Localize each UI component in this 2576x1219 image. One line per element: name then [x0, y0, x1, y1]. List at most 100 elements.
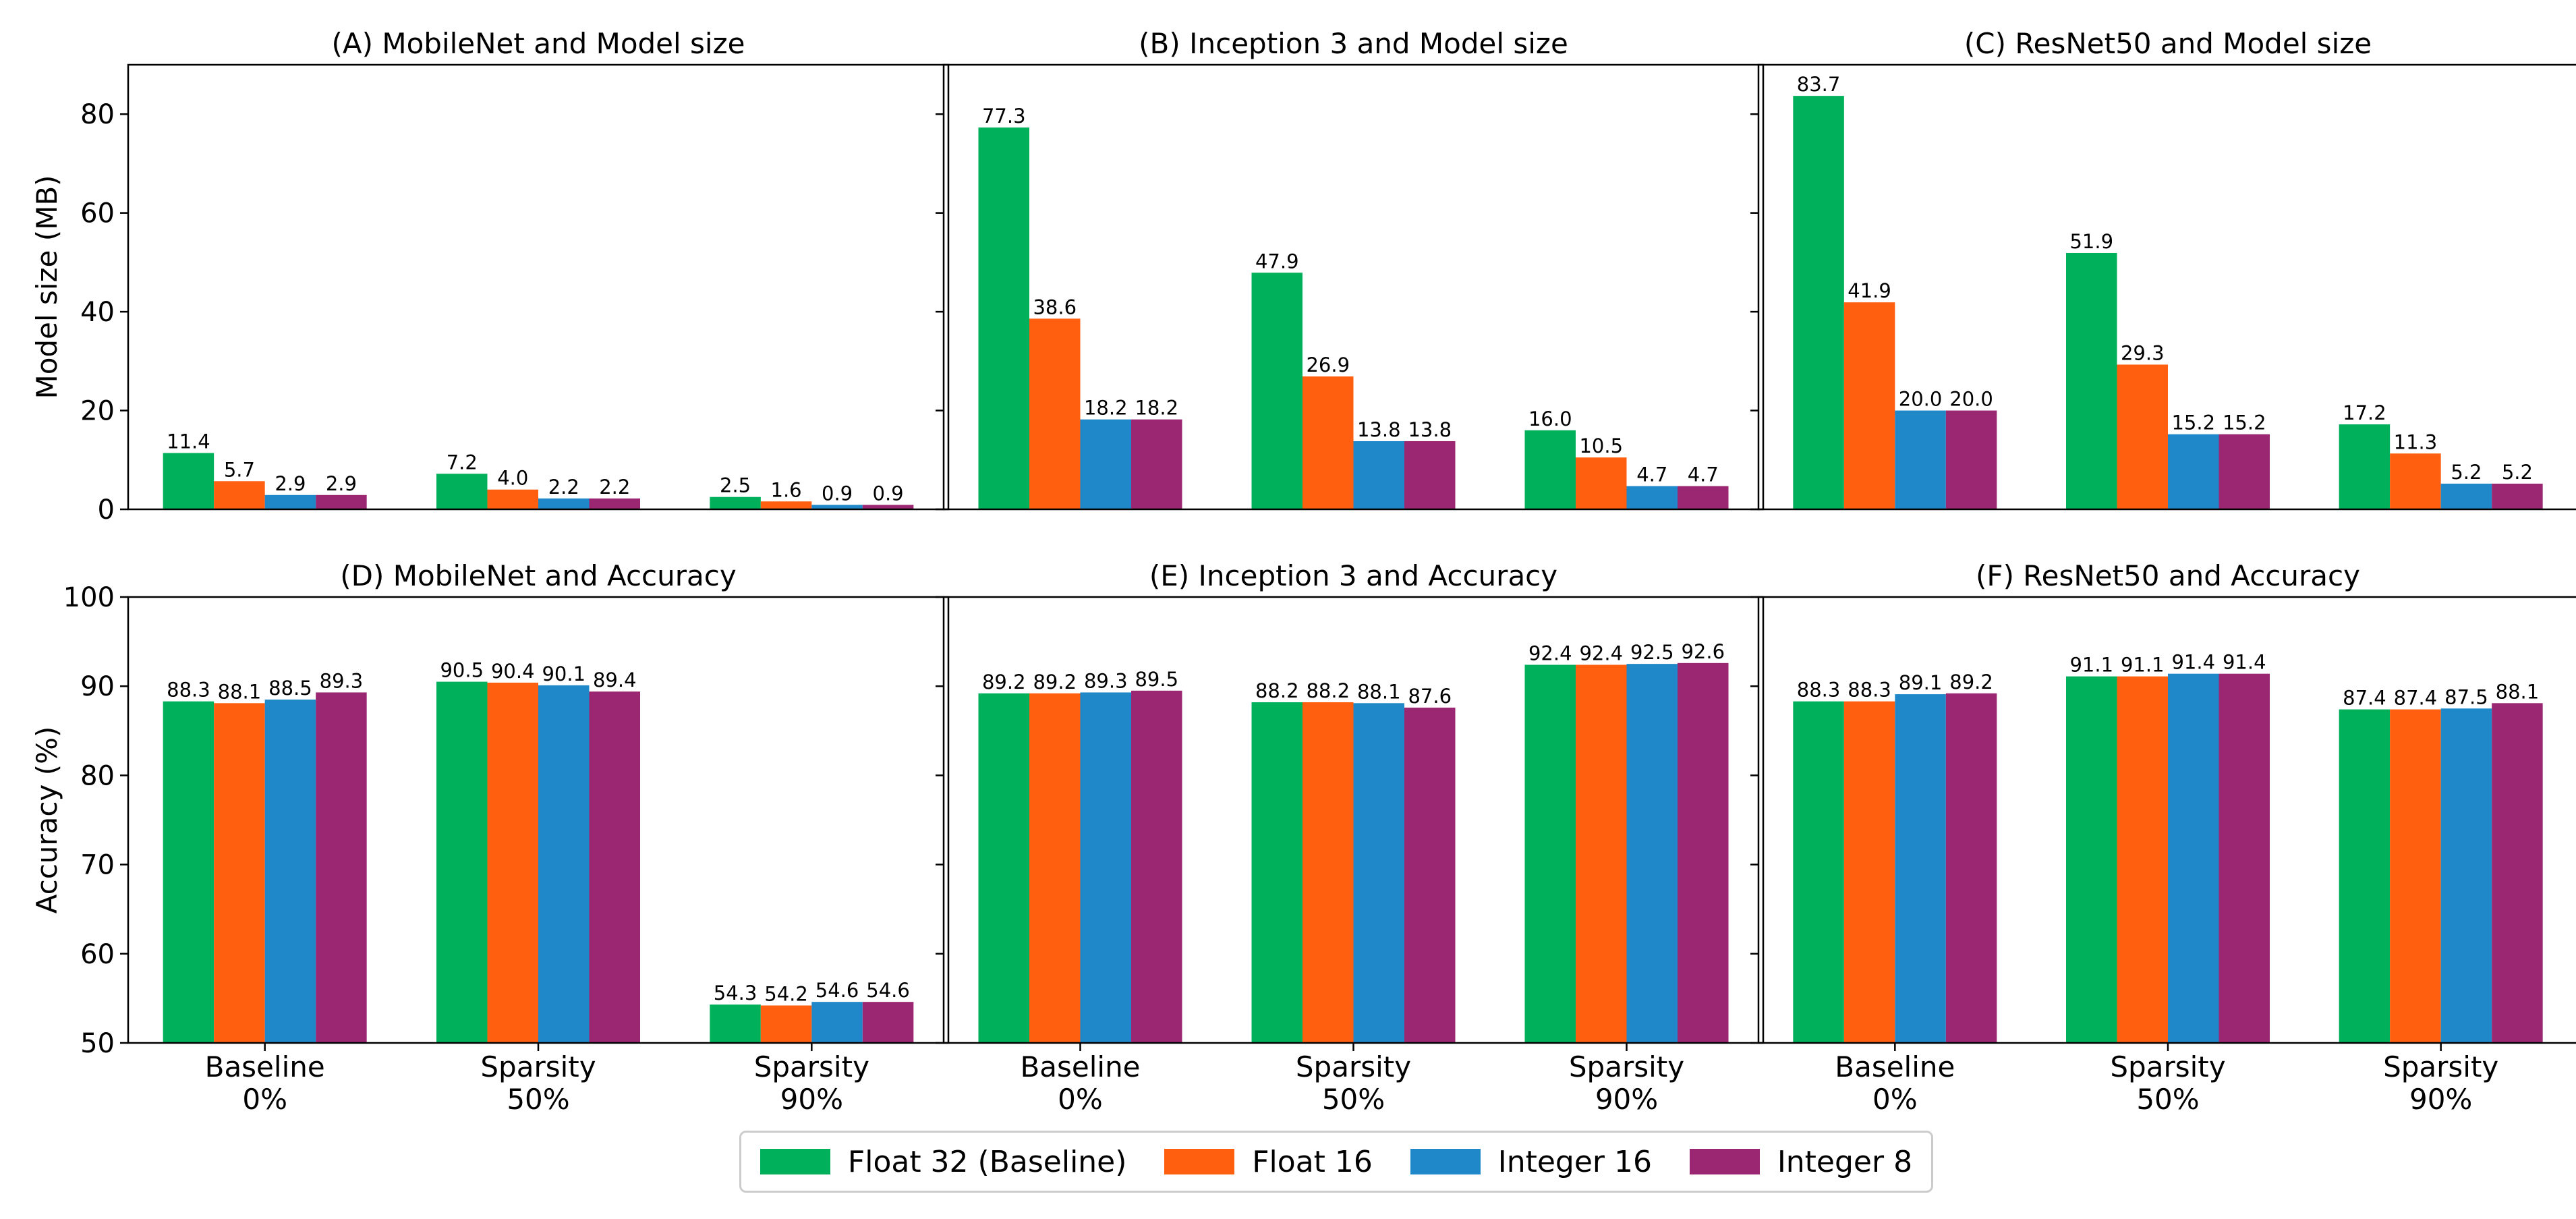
data-label-f-int16-0: 89.1 [1899, 671, 1943, 694]
data-label-d-float16-2: 54.2 [764, 982, 808, 1005]
bar-f-float32-2 [2339, 709, 2391, 1043]
y-axis-label-d: Accuracy (%) [30, 727, 63, 914]
x-tick-label-f-1: Sparsity 50% [2110, 1050, 2225, 1116]
plot-frame-c [1757, 63, 2576, 511]
bar-f-float16-1 [2117, 676, 2168, 1043]
x-tick-label-line: 50% [507, 1083, 569, 1116]
x-tick-label-line: 50% [1322, 1083, 1385, 1116]
bar-a-int8-1 [589, 498, 640, 509]
bar-e-float16-2 [1576, 664, 1627, 1043]
data-label-a-int16-0: 2.9 [275, 472, 306, 495]
bar-e-int8-0 [1131, 690, 1182, 1043]
x-tick-label-f-2: Sparsity 90% [2383, 1050, 2498, 1116]
bar-b-int16-0 [1080, 419, 1131, 509]
data-label-f-int8-0: 89.2 [1949, 671, 1993, 693]
data-label-e-int8-0: 89.5 [1135, 668, 1178, 691]
panel-title-b: (B) Inception 3 and Model size [1139, 27, 1568, 60]
data-label-e-float32-2: 92.4 [1528, 642, 1572, 664]
panel-a: 11.4 7.2 2.5 5.7 4.0 1.6 2.9 2.2 0.9 2.9 2.2 0.9 0 20… [30, 27, 950, 526]
x-tick-label-line: 90% [2409, 1083, 2472, 1116]
panel-title-d: (D) MobileNet and Accuracy [340, 559, 736, 592]
x-tick-label-line: Baseline [205, 1050, 325, 1083]
bar-d-float32-1 [436, 681, 488, 1043]
bar-d-int8-2 [862, 1002, 914, 1043]
data-label-e-int16-0: 89.3 [1084, 669, 1128, 692]
bar-c-float16-0 [1843, 302, 1895, 509]
data-label-c-float16-1: 29.3 [2121, 341, 2165, 364]
x-tick-label-line: 0% [1058, 1083, 1103, 1116]
panel-c: 83.7 51.9 17.2 41.9 29.3 11.3 20.0 15.2 5.2 20.0 1… [1750, 27, 2576, 511]
x-tick-label-e-0: Baseline 0% [1020, 1050, 1140, 1116]
plot-frame-a [127, 63, 950, 511]
bar-c-int8-1 [2219, 434, 2270, 509]
bar-b-int8-0 [1131, 419, 1182, 509]
panel-d: 88.3 90.5 54.3 88.1 90.4 54.2 88.5 90.1 54.6 89.3… [30, 559, 950, 1116]
bar-e-int8-1 [1404, 707, 1456, 1043]
legend-swatch-float16 [1164, 1149, 1235, 1174]
data-label-c-int16-1: 15.2 [2171, 412, 2215, 434]
data-label-c-int8-0: 20.0 [1949, 388, 1993, 411]
data-label-c-float32-1: 51.9 [2069, 230, 2113, 253]
bar-c-float16-1 [2117, 364, 2168, 509]
bar-e-float32-2 [1524, 664, 1576, 1043]
bar-e-int16-1 [1353, 703, 1404, 1043]
data-label-e-int8-1: 87.6 [1408, 685, 1452, 708]
bar-a-int16-2 [811, 505, 863, 509]
data-label-f-int8-1: 91.4 [2223, 651, 2266, 674]
y-tick-label-a: 60 [80, 198, 115, 229]
bar-f-int16-0 [1895, 694, 1946, 1043]
x-tick-label-e-1: Sparsity 50% [1296, 1050, 1411, 1116]
x-tick-label-line: Sparsity [2383, 1050, 2498, 1083]
legend: Float 32 (Baseline) Float 16 Integer 16 … [739, 1131, 1933, 1193]
data-label-a-int16-2: 0.9 [822, 482, 853, 505]
panel-title-c: (C) ResNet50 and Model size [1964, 27, 2372, 60]
y-tick-label-d: 90 [80, 671, 115, 702]
bar-f-float16-2 [2390, 709, 2441, 1043]
data-label-a-float16-0: 5.7 [224, 458, 255, 481]
data-label-c-float32-2: 17.2 [2343, 401, 2386, 424]
data-label-a-float32-2: 2.5 [720, 474, 751, 497]
x-tick-label-line: 90% [780, 1083, 843, 1116]
bar-a-float32-1 [436, 474, 488, 509]
bar-e-int16-0 [1080, 692, 1131, 1043]
bar-f-int8-1 [2219, 673, 2270, 1043]
bar-b-float16-2 [1576, 457, 1627, 509]
bar-c-float32-1 [2066, 252, 2117, 509]
panel-title-a: (A) MobileNet and Model size [332, 27, 745, 60]
bar-a-float16-1 [487, 489, 538, 509]
y-tick-label-d: 70 [80, 850, 115, 881]
y-tick-label-d: 100 [63, 582, 115, 613]
y-tick-label-a: 40 [80, 297, 115, 328]
data-label-f-float16-1: 91.1 [2121, 654, 2165, 677]
data-label-c-float16-2: 11.3 [2394, 430, 2438, 453]
x-tick-label-line: Baseline [1835, 1050, 1955, 1083]
x-tick-label-line: Sparsity [1296, 1050, 1411, 1083]
data-label-d-int8-1: 89.4 [593, 669, 637, 691]
bar-a-int8-2 [862, 505, 914, 509]
data-label-f-int16-1: 91.4 [2171, 651, 2215, 674]
legend-label-int16: Integer 16 [1497, 1144, 1652, 1179]
bar-d-float16-0 [214, 703, 265, 1043]
bar-f-int16-1 [2168, 673, 2219, 1043]
data-label-c-int8-2: 5.2 [2502, 461, 2533, 484]
data-label-f-float32-0: 88.3 [1797, 679, 1841, 702]
y-tick-label-d: 80 [80, 760, 115, 791]
bar-f-float32-1 [2066, 676, 2117, 1043]
data-label-b-float32-2: 16.0 [1528, 407, 1572, 430]
bar-a-float16-2 [760, 501, 812, 509]
data-label-d-float32-1: 90.5 [440, 659, 484, 682]
data-label-d-float32-0: 88.3 [167, 679, 210, 702]
bar-d-float16-1 [487, 682, 538, 1043]
data-label-e-int8-2: 92.6 [1681, 640, 1725, 663]
bar-a-int16-0 [264, 494, 316, 509]
data-label-b-int16-0: 18.2 [1084, 397, 1128, 420]
x-tick-label-f-0: Baseline 0% [1835, 1050, 1955, 1116]
panel-title-f: (F) ResNet50 and Accuracy [1976, 559, 2360, 592]
y-tick-label-a: 80 [80, 99, 115, 130]
bar-b-float32-0 [978, 127, 1029, 510]
data-label-e-float32-1: 88.2 [1255, 679, 1299, 702]
x-tick-label-d-1: Sparsity 50% [480, 1050, 596, 1116]
y-tick-label-d: 60 [80, 939, 115, 970]
data-label-b-int16-2: 4.7 [1636, 463, 1667, 486]
